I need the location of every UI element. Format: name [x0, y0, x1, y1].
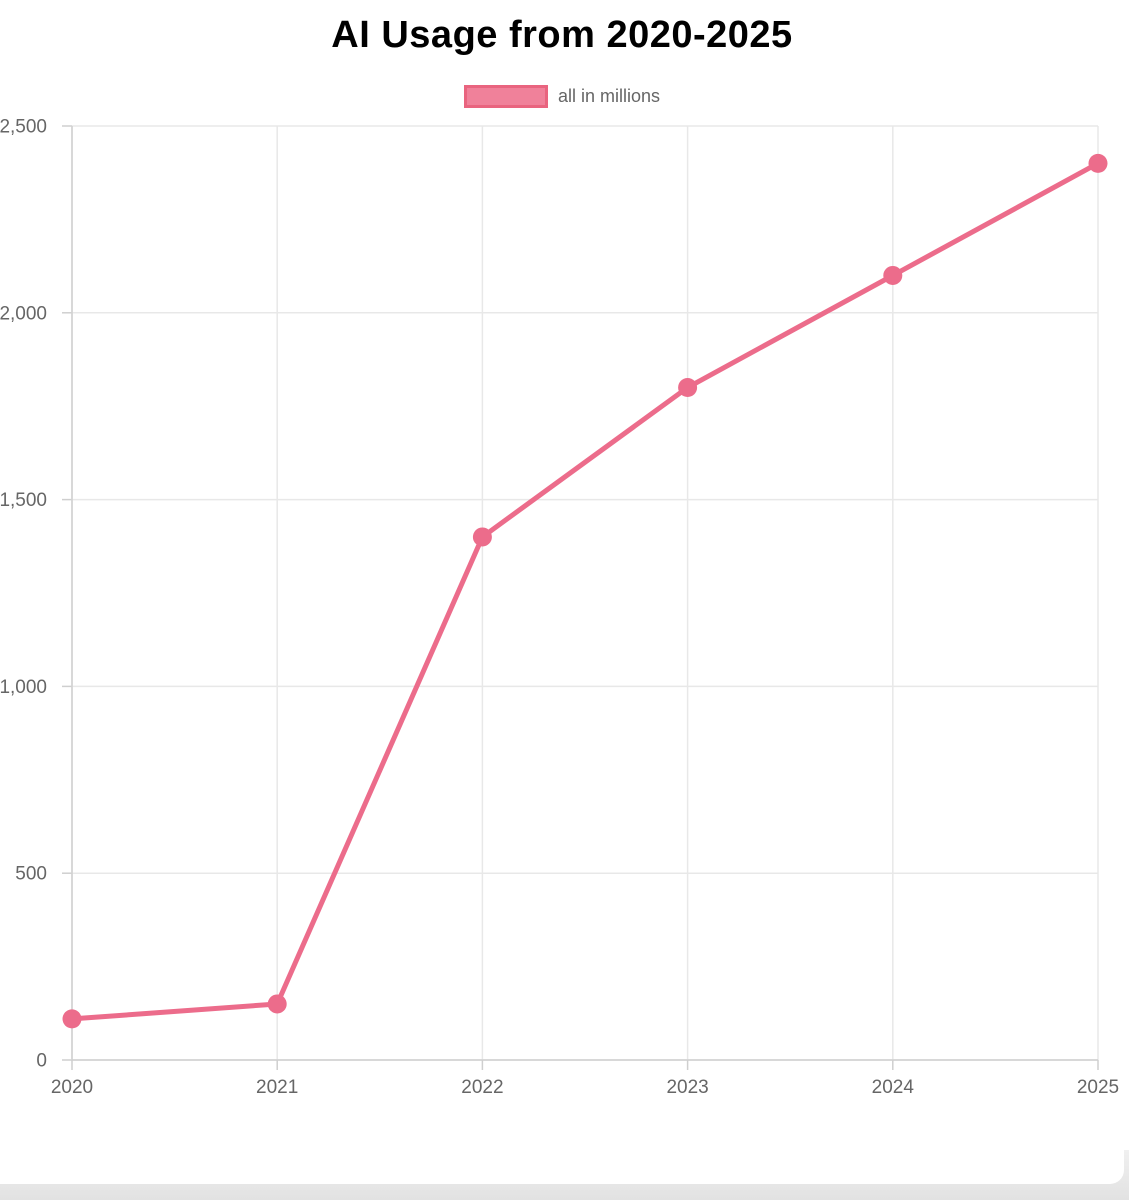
- data-point[interactable]: [883, 265, 903, 285]
- y-tick-label: 1,500: [0, 490, 47, 511]
- x-tick-label: 2021: [256, 1077, 298, 1098]
- x-tick-label: 2023: [666, 1077, 708, 1098]
- y-tick-label: 500: [15, 864, 47, 885]
- y-tick-label: 2,000: [0, 303, 47, 324]
- chart-title: AI Usage from 2020-2025: [331, 14, 793, 56]
- data-point[interactable]: [472, 527, 492, 547]
- legend-label: all in millions: [557, 86, 661, 106]
- data-point[interactable]: [62, 1009, 82, 1029]
- y-tick-label: 2,500: [0, 117, 47, 138]
- data-point[interactable]: [1088, 153, 1108, 173]
- y-tick-label: 1,000: [0, 677, 47, 698]
- legend-item[interactable]: all in millions: [0, 85, 1124, 108]
- data-point[interactable]: [267, 994, 287, 1014]
- data-point[interactable]: [678, 378, 698, 398]
- y-tick-label: 0: [36, 1051, 47, 1072]
- x-tick-label: 2022: [461, 1077, 503, 1098]
- x-tick-label: 2024: [872, 1077, 915, 1098]
- legend-swatch-icon: [463, 85, 548, 108]
- x-tick-label: 2025: [1077, 1077, 1119, 1098]
- data-line: [69, 160, 1101, 1022]
- x-tick-label: 2020: [51, 1077, 93, 1098]
